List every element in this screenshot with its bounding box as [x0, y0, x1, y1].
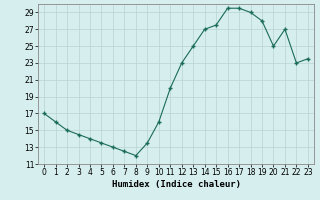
X-axis label: Humidex (Indice chaleur): Humidex (Indice chaleur)	[111, 180, 241, 189]
